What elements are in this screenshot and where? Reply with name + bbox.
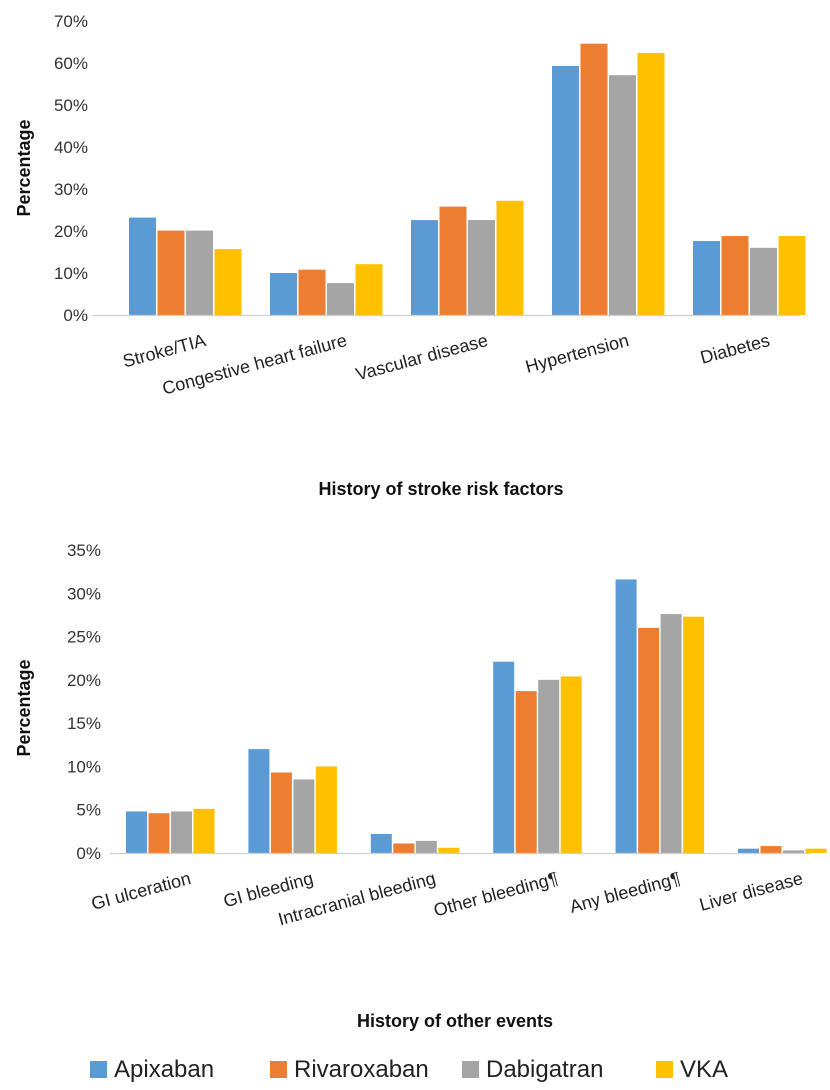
- x-category-label: GI ulceration: [89, 868, 193, 914]
- x-category-label: Liver disease: [697, 868, 805, 915]
- bar-apixaban-gi-ulceration: [126, 811, 147, 853]
- bar-rivaroxaban-gi-ulceration: [148, 813, 170, 853]
- y-tick-label: 40%: [54, 138, 88, 157]
- bar-dabigatran-congestive-heart-failure: [327, 283, 354, 315]
- bar-rivaroxaban-congestive-heart-failure: [298, 269, 326, 315]
- legend-swatch-dabigatran: [462, 1061, 479, 1078]
- bar-vka-congestive-heart-failure: [355, 264, 383, 315]
- y-tick-label: 0%: [63, 306, 88, 325]
- y-tick-label: 70%: [54, 12, 88, 31]
- y-tick-label: 25%: [67, 628, 101, 647]
- bar-rivaroxaban-hypertension: [580, 43, 608, 316]
- bar-dabigatran-gi-bleeding: [293, 779, 315, 853]
- legend-label-apixaban: Apixaban: [114, 1056, 214, 1083]
- bar-apixaban-gi-bleeding: [248, 749, 270, 853]
- bar-apixaban-congestive-heart-failure: [270, 273, 297, 315]
- bar-dabigatran-vascular-disease: [468, 220, 495, 315]
- y-axis-title: Percentage: [14, 119, 34, 216]
- bar-dabigatran-gi-ulceration: [171, 811, 192, 853]
- bar-dabigatran-other-bleeding: [538, 679, 560, 853]
- bar-rivaroxaban-diabetes: [721, 236, 749, 315]
- bar-dabigatran-hypertension: [609, 75, 636, 316]
- bar-vka-vascular-disease: [496, 200, 524, 315]
- y-tick-label: 0%: [76, 844, 101, 863]
- bar-dabigatran-intracranial-bleeding: [415, 840, 437, 853]
- y-tick-label: 20%: [54, 222, 88, 241]
- y-tick-label: 20%: [67, 671, 101, 690]
- bar-vka-stroke-tia: [214, 249, 242, 315]
- bar-dabigatran-stroke-tia: [186, 230, 213, 315]
- stroke-risk-factors-chart: 0% 10% 20% 30% 40% 50% 60% 70% Percentage Stroke/…: [14, 12, 806, 499]
- legend-swatch-vka: [656, 1061, 673, 1078]
- legend: Apixaban Rivaroxaban Dabigatran VKA: [90, 1056, 728, 1083]
- legend-swatch-rivaroxaban: [270, 1061, 287, 1078]
- x-axis-title: History of other events: [357, 1011, 553, 1031]
- bar-rivaroxaban-gi-bleeding: [270, 772, 292, 853]
- bar-dabigatran-liver-disease: [783, 850, 804, 853]
- bar-rivaroxaban-other-bleeding: [515, 691, 537, 853]
- bar-apixaban-diabetes: [693, 241, 720, 315]
- bar-vka-any-bleeding: [683, 616, 705, 853]
- bar-dabigatran-diabetes: [750, 247, 777, 315]
- bar-rivaroxaban-intracranial-bleeding: [393, 843, 415, 853]
- x-category-label: Other bleeding¶: [432, 868, 561, 920]
- x-category-label: Diabetes: [698, 330, 772, 368]
- bar-vka-gi-ulceration: [193, 808, 215, 853]
- bar-apixaban-vascular-disease: [411, 220, 438, 315]
- bar-rivaroxaban-any-bleeding: [638, 627, 660, 853]
- bar-rivaroxaban-liver-disease: [760, 846, 782, 853]
- legend-label-rivaroxaban: Rivaroxaban: [294, 1056, 429, 1083]
- bar-apixaban-other-bleeding: [493, 661, 515, 853]
- other-events-chart: 0% 5% 10% 15% 20% 25% 30% 35% Percentage GI ulcer…: [14, 541, 827, 1031]
- bar-vka-hypertension: [637, 52, 665, 316]
- bar-vka-intracranial-bleeding: [438, 847, 460, 853]
- bar-dabigatran-any-bleeding: [660, 614, 682, 853]
- y-tick-label: 30%: [67, 584, 101, 603]
- y-tick-label: 30%: [54, 180, 88, 199]
- x-category-label: Stroke/TIA: [121, 330, 208, 371]
- y-tick-label: 5%: [76, 801, 101, 820]
- x-category-label: Any bleeding¶: [567, 868, 682, 917]
- bar-apixaban-hypertension: [552, 65, 579, 315]
- bar-apixaban-any-bleeding: [615, 579, 637, 853]
- y-tick-label: 10%: [54, 264, 88, 283]
- bar-rivaroxaban-vascular-disease: [439, 206, 467, 315]
- bar-apixaban-liver-disease: [738, 848, 759, 853]
- bar-vka-diabetes: [778, 236, 806, 315]
- y-tick-label: 15%: [67, 714, 101, 733]
- y-tick-label: 50%: [54, 96, 88, 115]
- y-tick-label: 60%: [54, 54, 88, 73]
- bar-rivaroxaban-stroke-tia: [157, 230, 185, 315]
- y-axis-title: Percentage: [14, 659, 34, 756]
- y-tick-label: 10%: [67, 757, 101, 776]
- legend-label-dabigatran: Dabigatran: [486, 1056, 603, 1083]
- y-tick-label: 35%: [67, 541, 101, 560]
- bar-apixaban-intracranial-bleeding: [370, 833, 392, 853]
- bar-vka-other-bleeding: [560, 676, 582, 853]
- x-category-label: Vascular disease: [354, 330, 490, 384]
- legend-label-vka: VKA: [680, 1056, 728, 1083]
- x-axis-title: History of stroke risk factors: [318, 479, 563, 499]
- bar-vka-liver-disease: [805, 848, 827, 853]
- bar-apixaban-stroke-tia: [129, 217, 156, 315]
- legend-swatch-apixaban: [90, 1061, 107, 1078]
- x-category-label: Hypertension: [523, 330, 631, 377]
- bar-vka-gi-bleeding: [315, 766, 337, 853]
